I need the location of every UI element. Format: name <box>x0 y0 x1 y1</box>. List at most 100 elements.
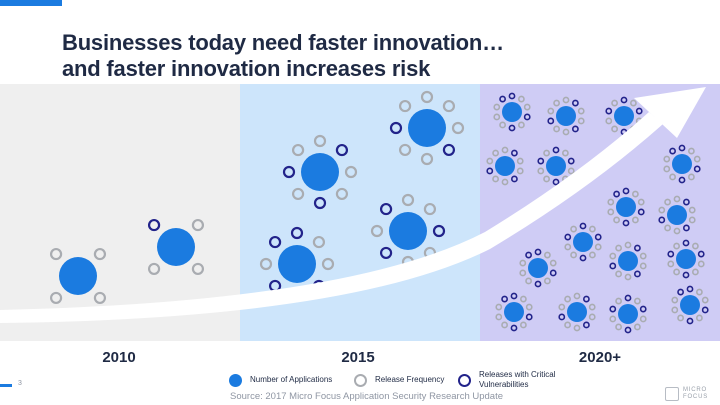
release-ring <box>611 125 618 133</box>
release-ring <box>611 99 618 107</box>
critical-release-ring <box>609 262 617 270</box>
critical-release-ring <box>678 144 686 152</box>
app-cluster <box>389 90 465 166</box>
release-ring <box>519 259 527 267</box>
release-ring <box>547 107 555 115</box>
application-dot <box>157 228 195 266</box>
release-ring <box>639 262 647 270</box>
release-ring <box>673 227 681 235</box>
release-ring <box>398 99 412 113</box>
application-dot <box>556 106 576 126</box>
app-cluster <box>147 218 205 276</box>
release-ring <box>669 173 676 181</box>
critical-release-ring <box>511 175 518 183</box>
release-ring <box>499 121 506 129</box>
critical-release-ring <box>525 251 532 259</box>
app-cluster <box>609 241 647 281</box>
release-ring <box>632 190 639 198</box>
release-ring <box>313 134 327 148</box>
application-dot <box>618 304 638 324</box>
critical-release-ring <box>622 219 630 227</box>
application-dot <box>680 295 700 315</box>
release-ring <box>564 321 571 329</box>
legend: Number of Applications Release Frequency… <box>0 368 720 392</box>
release-ring <box>518 95 525 103</box>
app-cluster <box>564 222 602 262</box>
legend-label-release: Release Frequency <box>375 375 445 384</box>
release-ring <box>291 187 305 201</box>
critical-release-ring <box>682 239 690 247</box>
release-ring <box>501 178 509 186</box>
app-cluster <box>495 292 533 332</box>
release-ring <box>370 224 384 238</box>
release-ring <box>543 175 550 183</box>
release-ring <box>537 167 545 175</box>
critical-release-ring <box>511 149 518 157</box>
release-ring <box>420 152 434 166</box>
release-ring <box>501 146 509 154</box>
legend-item-critical: Releases with Critical Vulnerabilities <box>458 368 594 392</box>
release-ring <box>516 167 524 175</box>
application-dot <box>573 232 593 252</box>
critical-release-ring <box>667 250 675 258</box>
release-ring <box>609 252 617 260</box>
critical-release-ring <box>637 208 645 216</box>
release-ring <box>688 206 696 214</box>
release-ring <box>639 315 647 323</box>
title-line-2: and faster innovation increases risk <box>62 56 431 81</box>
release-ring <box>607 208 615 216</box>
critical-release-ring <box>525 313 533 321</box>
critical-release-ring <box>583 321 590 329</box>
release-ring <box>605 117 613 125</box>
release-ring <box>312 235 326 249</box>
release-ring <box>562 149 569 157</box>
release-ring <box>562 128 570 136</box>
title-line-1: Businesses today need faster innovation… <box>62 30 504 55</box>
release-ring <box>624 273 632 281</box>
release-ring <box>697 260 705 268</box>
application-dot <box>495 156 515 176</box>
critical-release-ring <box>624 294 632 302</box>
app-cluster <box>49 247 107 305</box>
release-ring <box>501 321 508 329</box>
critical-release-ring <box>686 285 694 293</box>
app-cluster <box>667 239 705 279</box>
accent-bar <box>0 0 62 6</box>
critical-release-ring <box>583 295 590 303</box>
era-label-2015: 2015 <box>341 349 375 366</box>
app-cluster <box>671 285 709 325</box>
app-cluster <box>547 96 585 136</box>
release-ring <box>493 103 501 111</box>
critical-release-ring <box>442 143 456 157</box>
release-ring <box>673 242 680 250</box>
application-dot <box>389 212 427 250</box>
application-dot <box>59 257 97 295</box>
release-ring <box>525 303 533 311</box>
critical-release-ring <box>609 305 617 313</box>
legend-label-critical: Releases with Critical Vulnerabilities <box>479 370 556 389</box>
critical-release-ring <box>534 280 542 288</box>
critical-release-ring <box>147 218 161 232</box>
release-ring <box>259 257 273 271</box>
critical-release-ring <box>510 292 518 300</box>
release-ring <box>693 155 701 163</box>
critical-release-ring <box>572 125 579 133</box>
release-ring <box>570 251 577 259</box>
app-cluster <box>537 146 575 186</box>
critical-release-ring <box>537 157 545 165</box>
release-ring <box>663 165 671 173</box>
release-ring <box>516 157 524 165</box>
release-ring <box>673 268 680 276</box>
critical-release-ring <box>634 270 641 278</box>
release-ring <box>420 90 434 104</box>
critical-release-ring <box>552 146 560 154</box>
critical-release-ring <box>558 313 566 321</box>
release-ring <box>671 296 679 304</box>
critical-release-ring <box>678 176 686 184</box>
release-ring <box>637 198 645 206</box>
release-ring <box>594 243 602 251</box>
app-cluster <box>663 144 701 184</box>
release-ring <box>577 107 585 115</box>
release-ring <box>49 247 63 261</box>
critical-release-ring <box>639 305 647 313</box>
